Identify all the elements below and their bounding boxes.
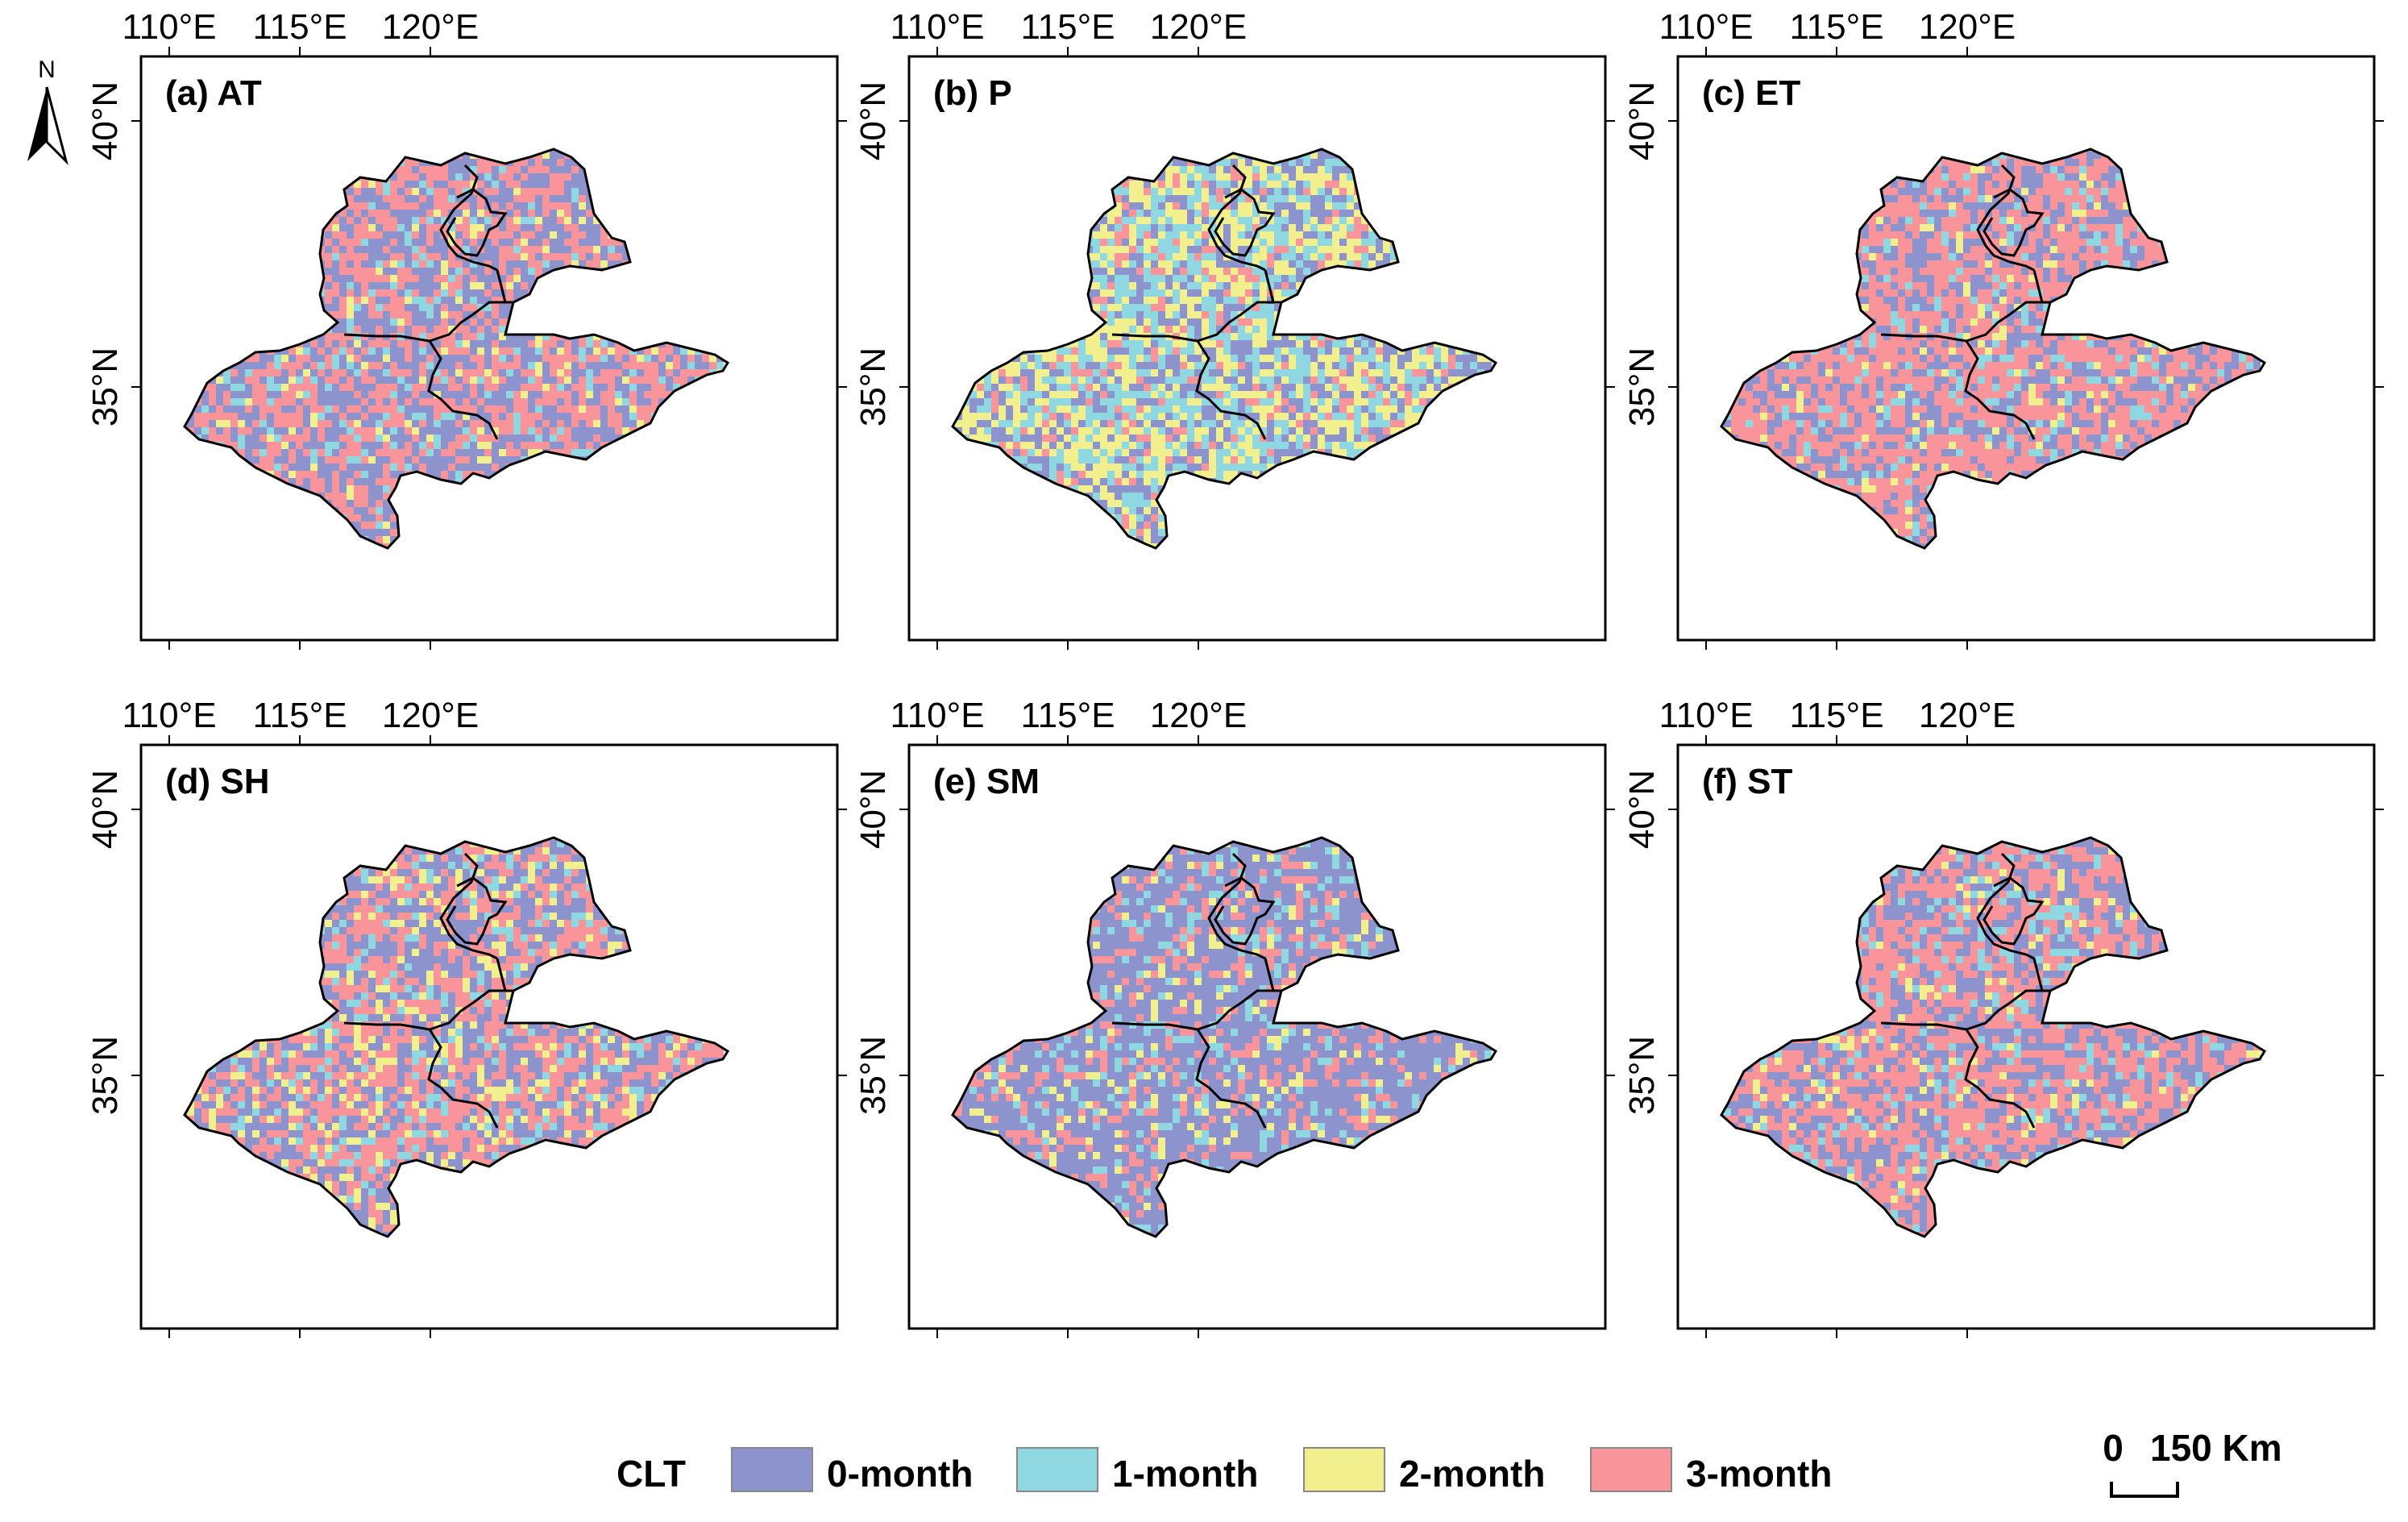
map-panel: (a) AT 110°E 115°E 120°E 40°N 35°N — [85, 7, 847, 650]
north-arrow-label: N — [38, 56, 56, 83]
lon-tick-label: 110°E — [890, 7, 984, 47]
lat-tick-label: 35°N — [853, 347, 893, 426]
lat-tick-label: 35°N — [1622, 1036, 1662, 1115]
lat-tick-label: 40°N — [85, 770, 125, 849]
legend-swatch-1 — [1017, 1448, 1098, 1491]
legend-label-2: 2-month — [1399, 1453, 1545, 1495]
lon-tick-label: 120°E — [1919, 7, 2016, 47]
legend-title: CLT — [617, 1453, 686, 1495]
lat-tick-label: 35°N — [853, 1036, 893, 1115]
scale-bar-value: 150 Km — [2150, 1427, 2282, 1469]
legend-label-3: 3-month — [1686, 1453, 1832, 1495]
lon-tick-label: 115°E — [1789, 7, 1883, 47]
scale-bar-zero: 0 — [2103, 1427, 2124, 1469]
scale-bar-line — [2111, 1482, 2178, 1496]
lon-tick-label: 110°E — [890, 696, 984, 735]
lon-tick-label: 120°E — [1150, 696, 1247, 735]
lat-tick-label: 40°N — [1622, 81, 1662, 160]
lat-tick-label: 35°N — [1622, 347, 1662, 426]
lat-tick-label: 40°N — [853, 770, 893, 849]
lat-tick-label: 40°N — [1622, 770, 1662, 849]
lon-tick-label: 110°E — [122, 7, 216, 47]
panel-label: (f) ST — [1702, 762, 1793, 801]
lon-tick-label: 110°E — [1659, 7, 1753, 47]
map-panel: (e) SM 110°E 115°E 120°E 40°N 35°N — [853, 696, 1615, 1338]
panel-label: (c) ET — [1702, 73, 1800, 113]
lat-tick-label: 40°N — [853, 81, 893, 160]
map-panel: (d) SH 110°E 115°E 120°E 40°N 35°N — [85, 696, 847, 1338]
lon-tick-label: 115°E — [1789, 696, 1883, 735]
lat-tick-label: 35°N — [85, 1036, 125, 1115]
lon-tick-label: 115°E — [1020, 696, 1115, 735]
legend: CLT 0-month 1-month 2-month 3-month — [617, 1448, 1832, 1495]
legend-swatch-0 — [732, 1448, 812, 1491]
lat-tick-label: 35°N — [85, 347, 125, 426]
map-panel: (b) P 110°E 115°E 120°E 40°N 35°N — [853, 7, 1615, 650]
legend-label-0: 0-month — [827, 1453, 973, 1495]
panel-label: (d) SH — [165, 762, 270, 801]
lon-tick-label: 120°E — [382, 696, 479, 735]
lon-tick-label: 110°E — [1659, 696, 1753, 735]
north-arrow: N — [27, 56, 66, 161]
legend-swatch-2 — [1304, 1448, 1385, 1491]
lon-tick-label: 120°E — [382, 7, 479, 47]
lon-tick-label: 120°E — [1150, 7, 1247, 47]
map-panel: (f) ST 110°E 115°E 120°E 40°N 35°N — [1622, 696, 2384, 1338]
scale-bar: 0 150 Km — [2103, 1427, 2281, 1496]
panel-label: (e) SM — [933, 762, 1040, 801]
map-panel: (c) ET 110°E 115°E 120°E 40°N 35°N — [1622, 7, 2384, 650]
north-arrow-icon — [27, 87, 47, 161]
panel-label: (b) P — [933, 73, 1012, 113]
legend-label-1: 1-month — [1112, 1453, 1258, 1495]
lon-tick-label: 110°E — [122, 696, 216, 735]
legend-swatch-3 — [1591, 1448, 1671, 1491]
lon-tick-label: 115°E — [1020, 7, 1115, 47]
lat-tick-label: 40°N — [85, 81, 125, 160]
lon-tick-label: 115°E — [252, 7, 347, 47]
lon-tick-label: 115°E — [252, 696, 347, 735]
lon-tick-label: 120°E — [1919, 696, 2016, 735]
panel-label: (a) AT — [165, 73, 262, 113]
